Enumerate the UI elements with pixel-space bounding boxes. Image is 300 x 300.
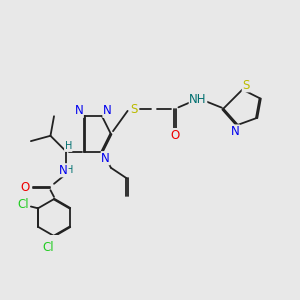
Text: N: N (101, 152, 110, 165)
Text: O: O (20, 181, 29, 194)
Text: N: N (59, 164, 68, 177)
Text: NH: NH (189, 93, 207, 106)
Text: Cl: Cl (17, 198, 29, 211)
Text: H: H (64, 141, 72, 152)
Text: O: O (170, 129, 179, 142)
Text: Cl: Cl (43, 241, 55, 254)
Text: N: N (231, 125, 240, 138)
Text: N: N (74, 104, 83, 117)
Text: H: H (66, 165, 74, 175)
Text: S: S (242, 79, 250, 92)
Text: S: S (130, 103, 138, 116)
Text: N: N (103, 104, 112, 117)
